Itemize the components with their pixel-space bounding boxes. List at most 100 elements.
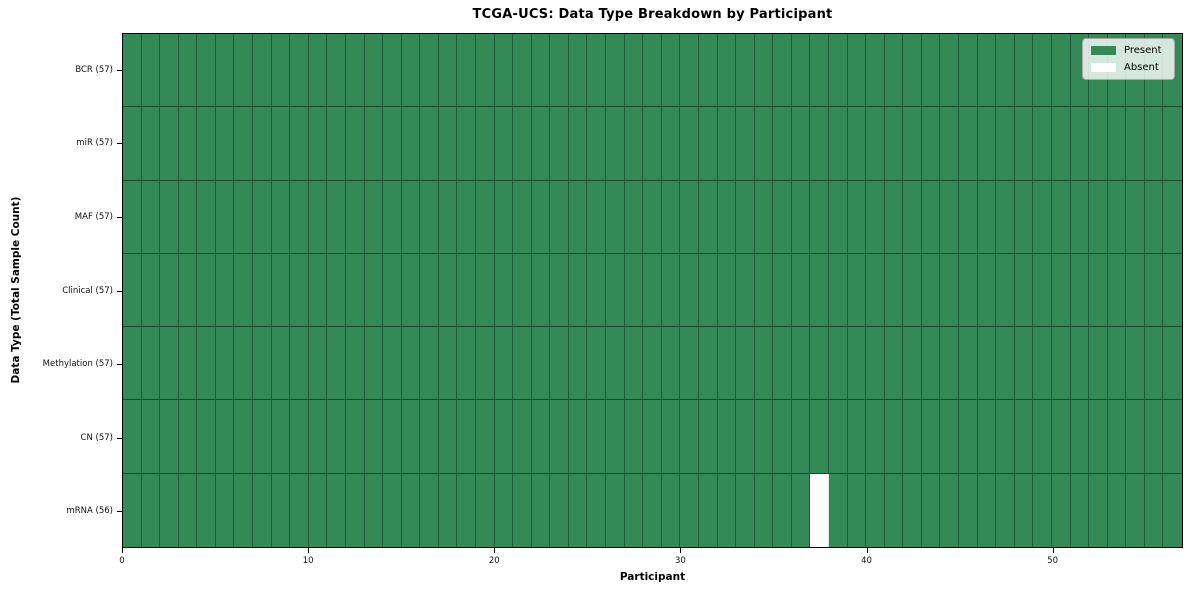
heatmap-cell <box>940 34 960 108</box>
heatmap-cell <box>810 180 829 254</box>
heatmap-cell <box>197 327 216 401</box>
heatmap-cell <box>624 34 644 108</box>
heatmap-cell <box>959 400 978 474</box>
heatmap-cell <box>698 400 718 474</box>
y-tick-mark <box>117 364 122 366</box>
heatmap-cell <box>141 107 161 181</box>
heatmap-cell <box>253 34 272 108</box>
heatmap-cell <box>475 327 495 401</box>
heatmap-cell <box>1014 180 1034 254</box>
heatmap-cell <box>791 253 811 328</box>
heatmap-cell <box>123 327 142 401</box>
heatmap-cell <box>271 107 291 181</box>
heatmap-cell <box>884 107 904 181</box>
heatmap-cell <box>457 400 476 474</box>
heatmap-cell <box>791 473 811 547</box>
heatmap-cell <box>568 180 588 254</box>
x-tick-mark <box>122 548 123 553</box>
heatmap-cell <box>1144 400 1164 474</box>
heatmap-cell <box>791 400 811 474</box>
heatmap-cell <box>568 34 588 108</box>
heatmap-cell <box>290 327 309 401</box>
heatmap-cell <box>457 253 476 328</box>
heatmap-cell <box>643 327 662 401</box>
heatmap-cell <box>661 400 681 474</box>
heatmap-cell <box>921 473 941 547</box>
heatmap-cell <box>959 473 978 547</box>
heatmap-cell <box>736 327 755 401</box>
heatmap-cell <box>884 34 904 108</box>
heatmap-cell <box>1107 327 1127 401</box>
heatmap-cell <box>1033 107 1052 181</box>
heatmap-cell <box>215 34 235 108</box>
heatmap-cell <box>215 327 235 401</box>
legend-label-present: Present <box>1124 45 1162 56</box>
heatmap-cell <box>383 180 402 254</box>
legend-item-absent: Absent <box>1091 62 1164 73</box>
heatmap-cell <box>123 34 142 108</box>
heatmap-cell <box>903 107 922 181</box>
heatmap-cell <box>1126 253 1145 328</box>
heatmap-cell <box>290 180 309 254</box>
heatmap-cell <box>624 107 644 181</box>
heatmap-cell <box>996 400 1015 474</box>
heatmap-cell <box>866 107 885 181</box>
heatmap-cell <box>494 253 514 328</box>
heatmap-grid <box>123 34 1182 547</box>
heatmap-cell <box>773 253 792 328</box>
heatmap-cell <box>717 473 737 547</box>
heatmap-cell <box>364 327 384 401</box>
heatmap-cell <box>141 400 161 474</box>
heatmap-cell <box>141 327 161 401</box>
heatmap-cell <box>401 253 421 328</box>
heatmap-cell <box>736 180 755 254</box>
heatmap-cell <box>401 180 421 254</box>
heatmap-cell <box>977 253 997 328</box>
heatmap-cell <box>1107 400 1127 474</box>
heatmap-cell <box>531 327 551 401</box>
heatmap-cell <box>1089 473 1108 547</box>
heatmap-cell <box>438 180 458 254</box>
heatmap-cell <box>568 327 588 401</box>
heatmap-cell <box>736 253 755 328</box>
heatmap-cell <box>717 180 737 254</box>
heatmap-cell <box>383 400 402 474</box>
heatmap-cell <box>717 34 737 108</box>
heatmap-cell <box>345 180 365 254</box>
heatmap-cell <box>290 400 309 474</box>
heatmap-cell <box>1033 400 1052 474</box>
heatmap-cell <box>810 34 829 108</box>
heatmap-cell <box>866 180 885 254</box>
heatmap-cell <box>253 180 272 254</box>
heatmap-cell <box>160 180 179 254</box>
heatmap-cell <box>1070 180 1090 254</box>
heatmap-cell <box>475 473 495 547</box>
heatmap-cell <box>1144 327 1164 401</box>
heatmap-cell <box>847 327 867 401</box>
heatmap-cell <box>1051 473 1071 547</box>
heatmap-cell <box>754 180 774 254</box>
heatmap-cell <box>847 107 867 181</box>
heatmap-cell <box>1033 253 1052 328</box>
heatmap-cell <box>606 400 625 474</box>
heatmap-cell <box>141 180 161 254</box>
heatmap-cell <box>494 34 514 108</box>
heatmap-cell <box>606 253 625 328</box>
heatmap-cell <box>123 107 142 181</box>
heatmap-cell <box>624 400 644 474</box>
heatmap-cell <box>438 253 458 328</box>
heatmap-cell <box>940 253 960 328</box>
heatmap-cell <box>773 400 792 474</box>
heatmap-cell <box>587 253 607 328</box>
heatmap-cell <box>884 400 904 474</box>
heatmap-cell <box>123 473 142 547</box>
heatmap-cell <box>587 327 607 401</box>
heatmap-cell <box>141 253 161 328</box>
heatmap-cell <box>345 34 365 108</box>
heatmap-cell <box>513 107 532 181</box>
heatmap-cell <box>345 327 365 401</box>
heatmap-cell <box>550 253 569 328</box>
heatmap-cell <box>884 473 904 547</box>
heatmap-cell <box>624 180 644 254</box>
heatmap-cell <box>866 327 885 401</box>
